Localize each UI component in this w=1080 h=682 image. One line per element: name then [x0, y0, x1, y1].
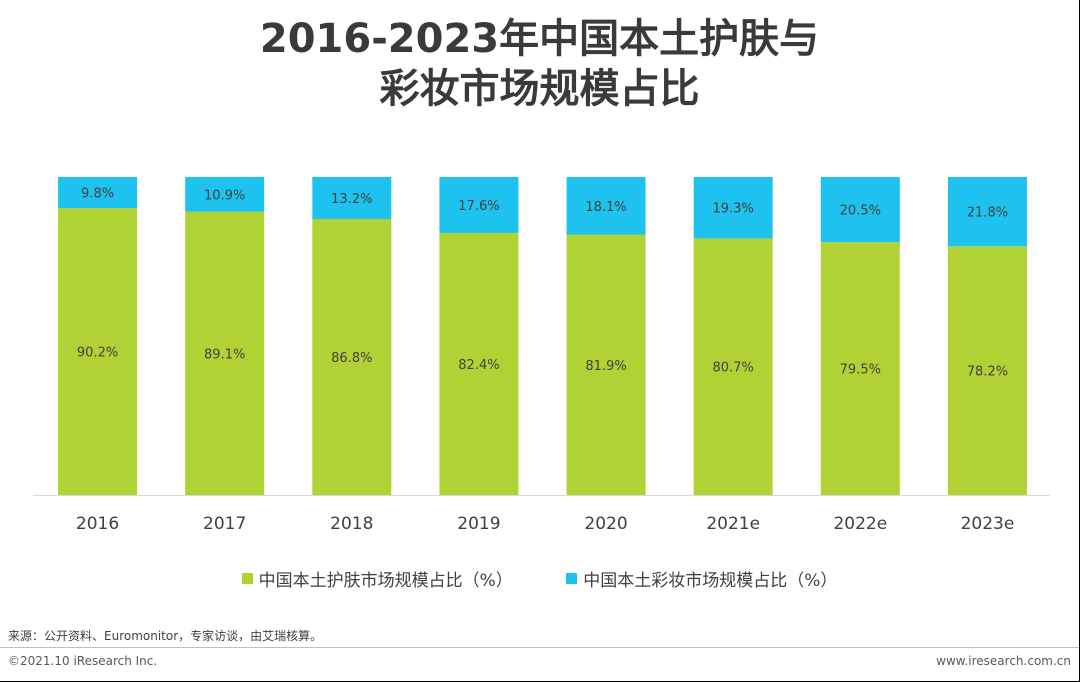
chart-title-line-2: 彩妆市场规模占比: [379, 66, 700, 112]
data-label-skincare-2016: 90.2%: [77, 346, 118, 361]
data-label-skincare-2018: 86.8%: [331, 351, 372, 366]
bar-makeup-2023e: [947, 177, 1027, 247]
data-label-skincare-2019: 82.4%: [458, 358, 499, 373]
legend-swatch-makeup: [566, 573, 578, 584]
data-label-makeup-2017: 10.9%: [204, 188, 245, 203]
x-tick-label-2021e: 2021e: [706, 514, 760, 534]
data-label-makeup-2023e: 21.8%: [967, 206, 1008, 221]
footer-divider: [0, 647, 1079, 648]
data-label-makeup-2018: 13.2%: [331, 192, 372, 207]
legend-label-makeup: 中国本土彩妆市场规模占比（%）: [583, 571, 838, 591]
x-tick-label-2020: 2020: [584, 514, 627, 534]
bar-skincare-2022e: [820, 242, 900, 495]
x-tick-label-2023e: 2023e: [961, 514, 1015, 534]
data-label-makeup-2020: 18.1%: [585, 200, 626, 215]
legend-label-skincare: 中国本土护肤市场规模占比（%）: [258, 571, 513, 591]
bar-makeup-2022e: [820, 177, 900, 243]
bar-skincare-2019: [439, 232, 519, 495]
x-tick-label-2016: 2016: [76, 514, 119, 534]
data-label-skincare-2022e: 79.5%: [840, 363, 881, 378]
legend-item-makeup: 中国本土彩妆市场规模占比（%）: [566, 566, 837, 591]
x-tick-label-2022e: 2022e: [833, 514, 887, 534]
legend-item-skincare: 中国本土护肤市场规模占比（%）: [241, 566, 513, 591]
x-tick-label-2019: 2019: [457, 514, 500, 534]
data-label-skincare-2017: 89.1%: [204, 347, 245, 362]
data-label-skincare-2023e: 78.2%: [967, 365, 1008, 380]
data-label-makeup-2019: 17.6%: [458, 199, 499, 214]
data-label-skincare-2020: 81.9%: [585, 359, 626, 374]
bar-skincare-2017: [185, 211, 265, 496]
website-link[interactable]: www.iresearch.com.cn: [936, 654, 1071, 668]
x-tick-label-2017: 2017: [203, 514, 246, 534]
bar-skincare-2021e: [693, 238, 773, 495]
bar-skincare-2020: [566, 234, 646, 496]
bar-makeup-2017: [185, 177, 265, 212]
bar-makeup-2021e: [693, 177, 773, 239]
bar-skincare-2018: [312, 218, 392, 495]
bar-makeup-2018: [312, 177, 392, 219]
chart-legend: 中国本土护肤市场规模占比（%） 中国本土彩妆市场规模占比（%）: [0, 566, 1079, 591]
legend-swatch-skincare: [241, 573, 253, 584]
chart-title: 2016-2023年中国本土护肤与 彩妆市场规模占比: [0, 14, 1079, 114]
stacked-bar-chart: 90.2% 9.8% 2016 89.1% 10.9% 2017 86.8% 13.2% 201…: [33, 177, 1050, 534]
x-tick-label-2018: 2018: [330, 514, 373, 534]
bar-makeup-2016: [58, 177, 138, 209]
copyright-text: ©2021.10 iResearch Inc.: [8, 654, 158, 668]
data-label-makeup-2022e: 20.5%: [840, 204, 881, 219]
data-label-makeup-2016: 9.8%: [81, 187, 114, 202]
bar-skincare-2016: [58, 208, 138, 495]
source-note: 来源：公开资料、Euromonitor，专家访谈，由艾瑞核算。: [8, 629, 323, 643]
bar-makeup-2019: [439, 177, 519, 233]
data-label-skincare-2021e: 80.7%: [713, 361, 754, 376]
bar-makeup-2020: [566, 177, 646, 235]
data-label-makeup-2021e: 19.3%: [713, 202, 754, 217]
bar-skincare-2023e: [947, 246, 1027, 495]
chart-title-line-1: 2016-2023年中国本土护肤与: [259, 16, 820, 62]
